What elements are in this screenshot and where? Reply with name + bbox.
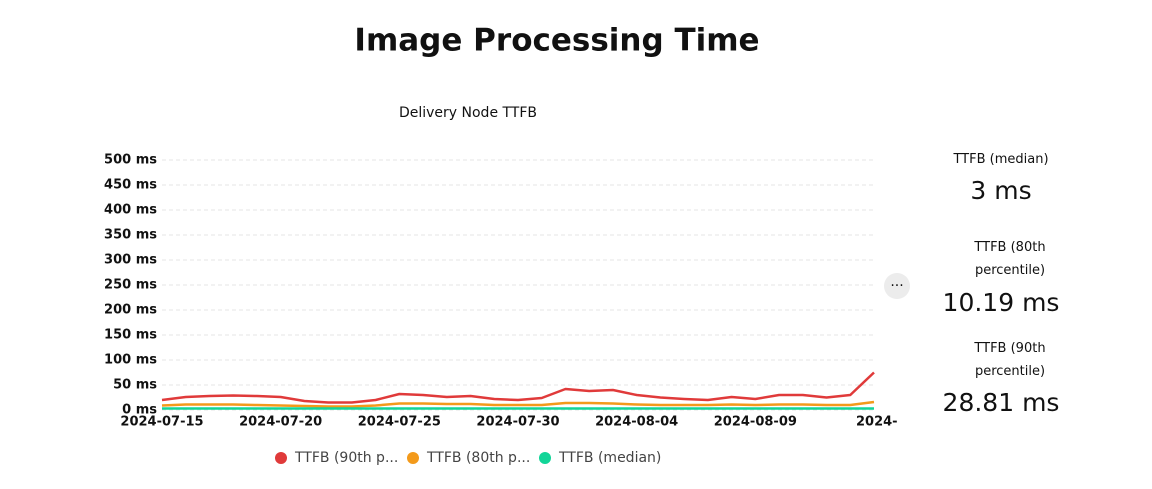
y-tick-label: 450 ms <box>104 178 157 193</box>
legend-label: TTFB (80th p... <box>426 450 530 466</box>
chart-subtitle: Delivery Node TTFB <box>399 105 537 121</box>
y-tick-label: 0 ms <box>122 403 157 418</box>
stat-label-line: TTFB (median) <box>952 152 1048 167</box>
stat-value: 3 ms <box>970 176 1031 205</box>
series-line <box>161 371 875 404</box>
legend-swatch <box>407 452 419 464</box>
y-tick-label: 500 ms <box>104 153 157 168</box>
stat-label-line: TTFB (80th <box>973 240 1045 255</box>
y-tick-label: 100 ms <box>104 353 157 368</box>
legend-swatch <box>275 452 287 464</box>
x-tick-label: 2024- <box>856 415 898 430</box>
legend-label: TTFB (median) <box>558 450 661 466</box>
stat-label: TTFB (80th percentile) <box>973 240 1045 278</box>
stat-value: 28.81 ms <box>943 388 1060 417</box>
y-tick-label: 200 ms <box>104 303 157 318</box>
more-button[interactable]: ··· <box>884 273 910 299</box>
y-tick-label: 250 ms <box>104 278 157 293</box>
x-tick-label: 2024-07-30 <box>476 415 559 430</box>
x-tick-label: 2024-07-15 <box>120 415 203 430</box>
x-tick-label: 2024-08-04 <box>595 415 678 430</box>
stat-value: 10.19 ms <box>943 288 1060 317</box>
chart-title: Image Processing Time <box>354 23 759 59</box>
y-tick-label: 300 ms <box>104 253 157 268</box>
legend-swatch <box>539 452 551 464</box>
x-tick-label: 2024-07-20 <box>239 415 322 430</box>
y-tick-label: 400 ms <box>104 203 157 218</box>
stat-label: TTFB (median) <box>952 152 1048 167</box>
x-tick-label: 2024-07-25 <box>358 415 441 430</box>
stat-label-line: percentile) <box>975 364 1045 379</box>
y-tick-label: 50 ms <box>113 378 157 393</box>
series-line <box>161 400 875 408</box>
legend-label: TTFB (90th p... <box>294 450 398 466</box>
y-tick-label: 350 ms <box>104 228 157 243</box>
x-tick-label: 2024-08-09 <box>714 415 797 430</box>
more-button-bg[interactable] <box>884 273 910 299</box>
stat-label-line: TTFB (90th <box>973 341 1045 356</box>
more-icon[interactable]: ··· <box>890 278 903 294</box>
stat-label-line: percentile) <box>975 263 1045 278</box>
stat-label: TTFB (90th percentile) <box>973 341 1045 379</box>
y-tick-label: 150 ms <box>104 328 157 343</box>
